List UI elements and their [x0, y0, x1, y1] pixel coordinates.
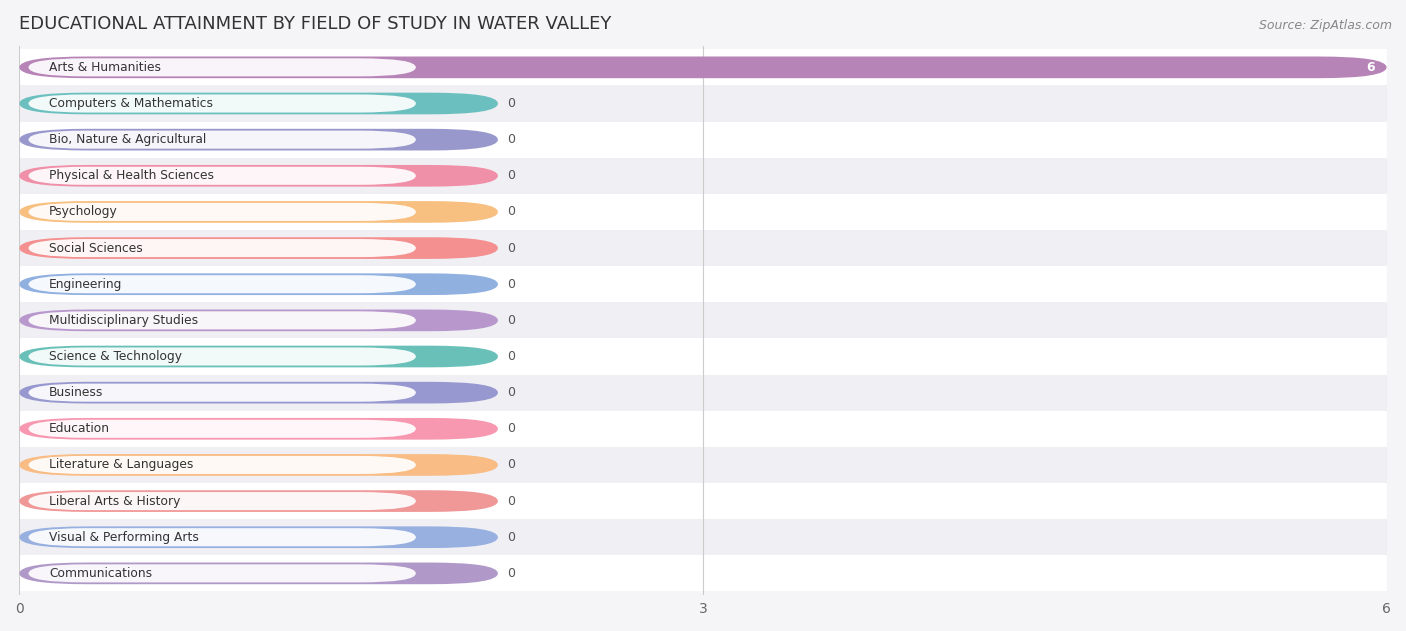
FancyBboxPatch shape [20, 237, 498, 259]
FancyBboxPatch shape [28, 58, 416, 76]
Bar [20, 447, 1386, 483]
Text: Social Sciences: Social Sciences [49, 242, 143, 254]
Text: Business: Business [49, 386, 104, 399]
FancyBboxPatch shape [20, 93, 498, 114]
FancyBboxPatch shape [20, 201, 498, 223]
Bar [20, 49, 1386, 85]
FancyBboxPatch shape [20, 382, 498, 403]
FancyBboxPatch shape [28, 275, 416, 293]
Text: Arts & Humanities: Arts & Humanities [49, 61, 162, 74]
FancyBboxPatch shape [28, 456, 416, 474]
FancyBboxPatch shape [28, 311, 416, 329]
FancyBboxPatch shape [20, 57, 1386, 78]
Text: Multidisciplinary Studies: Multidisciplinary Studies [49, 314, 198, 327]
Bar [20, 85, 1386, 122]
Text: Visual & Performing Arts: Visual & Performing Arts [49, 531, 198, 544]
Text: 0: 0 [508, 206, 515, 218]
FancyBboxPatch shape [28, 203, 416, 221]
FancyBboxPatch shape [20, 490, 498, 512]
FancyBboxPatch shape [20, 526, 498, 548]
Text: Bio, Nature & Agricultural: Bio, Nature & Agricultural [49, 133, 207, 146]
Bar [20, 302, 1386, 338]
FancyBboxPatch shape [28, 528, 416, 546]
Bar [20, 519, 1386, 555]
Bar [20, 483, 1386, 519]
Text: 0: 0 [508, 278, 515, 291]
Bar [20, 338, 1386, 375]
Bar [20, 194, 1386, 230]
Text: 0: 0 [508, 169, 515, 182]
Text: 0: 0 [508, 386, 515, 399]
Text: 6: 6 [1367, 61, 1375, 74]
FancyBboxPatch shape [28, 492, 416, 510]
Text: 0: 0 [508, 242, 515, 254]
Text: 0: 0 [508, 495, 515, 507]
Text: Liberal Arts & History: Liberal Arts & History [49, 495, 180, 507]
Text: 0: 0 [508, 422, 515, 435]
Bar [20, 375, 1386, 411]
FancyBboxPatch shape [28, 384, 416, 402]
Text: EDUCATIONAL ATTAINMENT BY FIELD OF STUDY IN WATER VALLEY: EDUCATIONAL ATTAINMENT BY FIELD OF STUDY… [20, 15, 612, 33]
FancyBboxPatch shape [20, 129, 498, 150]
Text: 0: 0 [508, 133, 515, 146]
Text: Communications: Communications [49, 567, 152, 580]
Bar [20, 555, 1386, 591]
FancyBboxPatch shape [20, 562, 498, 584]
Text: Education: Education [49, 422, 110, 435]
FancyBboxPatch shape [28, 420, 416, 438]
Text: Literature & Languages: Literature & Languages [49, 459, 194, 471]
Bar [20, 158, 1386, 194]
Text: Engineering: Engineering [49, 278, 122, 291]
FancyBboxPatch shape [28, 131, 416, 149]
Text: 0: 0 [508, 97, 515, 110]
FancyBboxPatch shape [20, 310, 498, 331]
Text: Physical & Health Sciences: Physical & Health Sciences [49, 169, 214, 182]
Bar [20, 411, 1386, 447]
Bar [20, 122, 1386, 158]
Text: 0: 0 [508, 531, 515, 544]
FancyBboxPatch shape [20, 165, 498, 187]
Text: Psychology: Psychology [49, 206, 118, 218]
FancyBboxPatch shape [20, 273, 498, 295]
FancyBboxPatch shape [20, 454, 498, 476]
FancyBboxPatch shape [28, 564, 416, 582]
Text: 0: 0 [508, 459, 515, 471]
Text: Science & Technology: Science & Technology [49, 350, 181, 363]
Text: Source: ZipAtlas.com: Source: ZipAtlas.com [1258, 19, 1392, 32]
FancyBboxPatch shape [28, 167, 416, 185]
FancyBboxPatch shape [28, 95, 416, 112]
Bar [20, 266, 1386, 302]
Text: Computers & Mathematics: Computers & Mathematics [49, 97, 212, 110]
FancyBboxPatch shape [20, 418, 498, 440]
FancyBboxPatch shape [28, 239, 416, 257]
Text: 0: 0 [508, 314, 515, 327]
FancyBboxPatch shape [20, 346, 498, 367]
Bar [20, 230, 1386, 266]
Text: 0: 0 [508, 350, 515, 363]
FancyBboxPatch shape [28, 348, 416, 365]
Text: 0: 0 [508, 567, 515, 580]
